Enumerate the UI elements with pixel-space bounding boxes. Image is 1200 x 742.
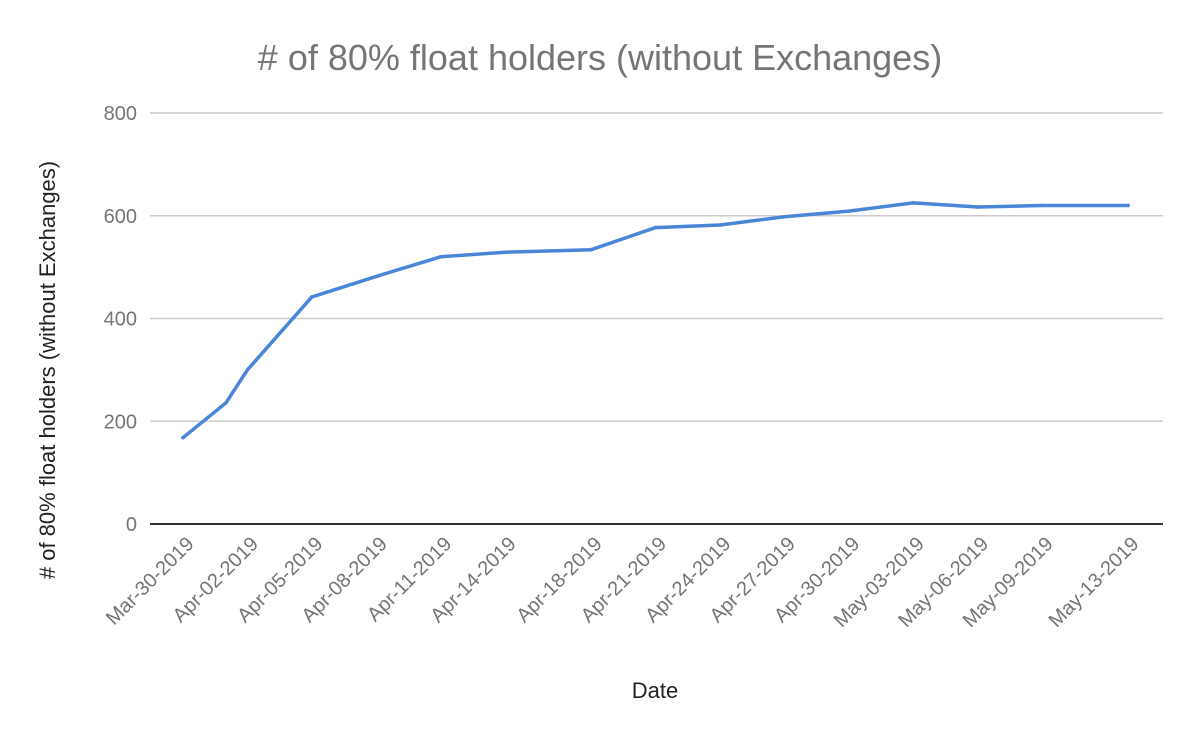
data-point <box>181 435 185 440</box>
data-point <box>846 209 851 213</box>
data-point <box>911 201 916 205</box>
y-axis-label: # of 80% float holders (without Exchange… <box>35 161 60 579</box>
data-point <box>975 205 980 209</box>
x-axis-label: Date <box>632 678 678 703</box>
data-point <box>245 368 250 372</box>
series-layer <box>181 201 1130 440</box>
data-point <box>1126 203 1130 208</box>
data-point <box>503 250 507 255</box>
data-point <box>782 214 787 219</box>
data-point <box>310 295 314 299</box>
data-point <box>1040 203 1044 208</box>
y-tick-label: 0 <box>126 514 137 536</box>
series-line <box>181 201 1130 440</box>
data-point <box>224 400 228 405</box>
y-tick-label: 600 <box>104 206 137 228</box>
y-tick-label: 200 <box>104 411 137 433</box>
data-point <box>589 247 593 252</box>
y-axis-tick-labels: 0 200 400 600 800 <box>104 103 137 536</box>
chart-title: # of 80% float holders (without Exchange… <box>258 37 942 78</box>
data-point <box>374 274 379 279</box>
x-tick-label: May-13-2019 <box>1045 533 1144 632</box>
y-tick-label: 400 <box>104 309 137 331</box>
data-point <box>718 223 722 227</box>
x-axis-tick-labels: Mar-30-2019Apr-02-2019Apr-05-2019Apr-08-… <box>102 533 1144 632</box>
data-point <box>438 255 443 259</box>
data-point <box>653 225 658 230</box>
y-tick-label: 800 <box>104 103 137 125</box>
gridlines <box>150 112 1163 422</box>
